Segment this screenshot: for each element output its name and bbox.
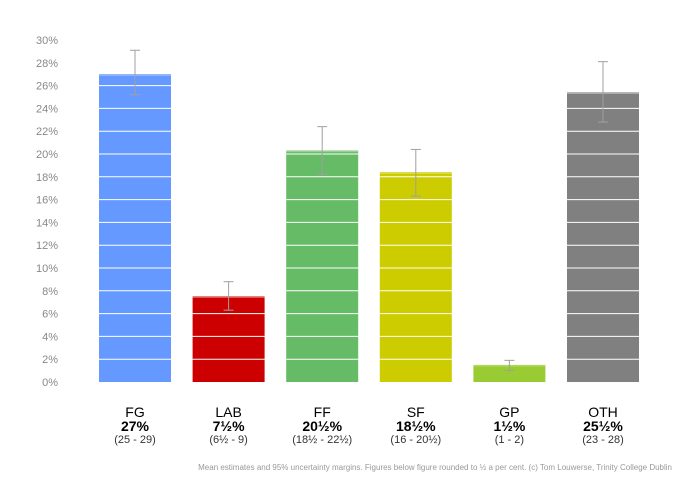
range-label: (23 - 28) <box>582 434 624 446</box>
y-tick-label: 14% <box>36 217 58 229</box>
y-tick-label: 30% <box>36 35 58 47</box>
footnote: Mean estimates and 95% uncertainty margi… <box>198 463 672 472</box>
y-tick-label: 4% <box>42 331 58 343</box>
y-tick-label: 26% <box>36 81 58 93</box>
y-tick-label: 20% <box>36 149 58 161</box>
y-tick-label: 18% <box>36 172 58 184</box>
y-tick-label: 2% <box>42 354 58 366</box>
y-tick-label: 10% <box>36 263 58 275</box>
bar-sf <box>380 172 452 382</box>
y-tick-label: 24% <box>36 103 58 115</box>
y-tick-label: 22% <box>36 126 58 138</box>
value-label: 27% <box>121 418 150 434</box>
range-label: (16 - 20½) <box>390 434 441 446</box>
value-label: 7½% <box>213 418 245 434</box>
value-label: 1½% <box>493 418 525 434</box>
value-label: 18½% <box>396 418 436 434</box>
range-label: (6½ - 9) <box>209 434 248 446</box>
y-tick-label: 8% <box>42 286 58 298</box>
value-label: 20½% <box>302 418 342 434</box>
y-tick-label: 0% <box>42 377 58 389</box>
bar-ff <box>286 151 358 382</box>
range-label: (25 - 29) <box>114 434 156 446</box>
bar-fg <box>99 74 171 382</box>
y-tick-label: 12% <box>36 240 58 252</box>
y-tick-label: 28% <box>36 58 58 70</box>
bar-oth <box>567 92 639 382</box>
range-label: (18½ - 22½) <box>292 434 352 446</box>
y-tick-label: 16% <box>36 195 58 207</box>
range-label: (1 - 2) <box>495 434 524 446</box>
y-tick-label: 6% <box>42 309 58 321</box>
value-label: 25½% <box>583 418 623 434</box>
